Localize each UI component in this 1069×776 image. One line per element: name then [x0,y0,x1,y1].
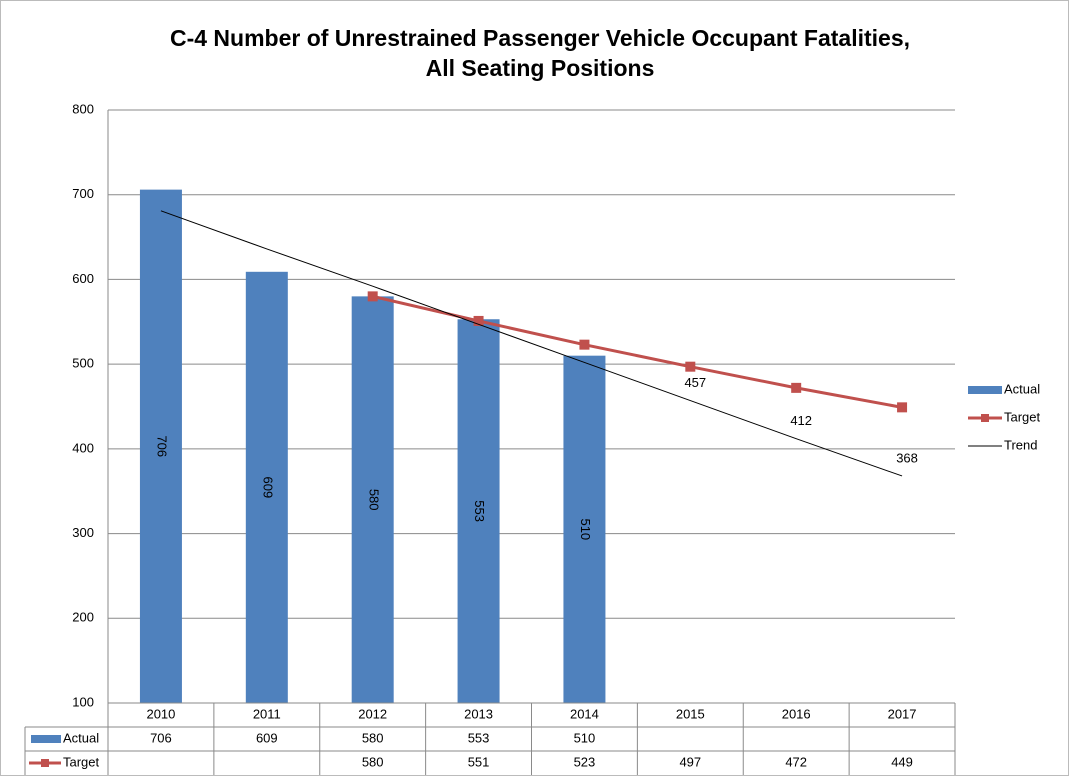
table-cell: 553 [468,730,490,745]
table-cell: 523 [574,754,596,769]
table-row-label: Target [63,754,100,769]
y-tick-label: 400 [72,440,94,455]
line-marker [473,315,484,326]
trend-label: 368 [896,450,918,465]
table-key [31,735,61,743]
bar-label: 553 [472,500,487,522]
trend-label: 457 [684,375,706,390]
x-tick-label: 2013 [464,706,493,721]
bar [563,355,606,703]
bar [457,319,500,703]
table-cell: 472 [785,754,807,769]
bar-label: 609 [260,477,275,499]
table-cell: 580 [362,730,384,745]
y-tick-label: 500 [72,356,94,371]
line-marker [579,339,590,350]
legend-key [981,414,989,422]
x-tick-label: 2015 [676,706,705,721]
trend-label: 412 [790,413,812,428]
x-tick-label: 2017 [888,706,917,721]
table-row-label: Actual [63,730,99,745]
bar-label: 580 [366,489,381,511]
table-cell: 497 [679,754,701,769]
legend-key [968,386,1002,394]
y-tick-label: 600 [72,271,94,286]
table-cell: 706 [150,730,172,745]
line-marker [367,291,378,302]
trend-line [160,210,903,477]
table-cell: 510 [574,730,596,745]
x-tick-label: 2016 [782,706,811,721]
bar-label: 706 [155,435,170,457]
legend-label: Actual [1004,381,1040,396]
table-cell: 449 [891,754,913,769]
x-tick-label: 2014 [570,706,599,721]
x-tick-label: 2010 [146,706,175,721]
y-tick-label: 800 [72,101,94,116]
table-cell: 609 [256,730,278,745]
bar-label: 510 [578,518,593,540]
chart-title: C-4 Number of Unrestrained Passenger Veh… [170,25,910,51]
x-tick-label: 2011 [253,706,281,721]
legend-label: Trend [1004,437,1037,452]
y-tick-label: 700 [72,186,94,201]
line-marker [791,382,802,393]
table-key [41,759,49,767]
bar [139,189,182,704]
table-cell: 551 [468,754,490,769]
y-tick-label: 300 [72,525,94,540]
y-tick-label: 200 [72,610,94,625]
line-marker [897,402,908,413]
x-tick-label: 2012 [358,706,387,721]
table-cell: 580 [362,754,384,769]
bar [351,296,394,703]
line-marker [685,361,696,372]
bar [245,271,288,703]
y-tick-label: 100 [72,694,94,709]
chart-title: All Seating Positions [426,55,655,81]
legend-label: Target [1004,409,1041,424]
target-line [372,294,903,409]
